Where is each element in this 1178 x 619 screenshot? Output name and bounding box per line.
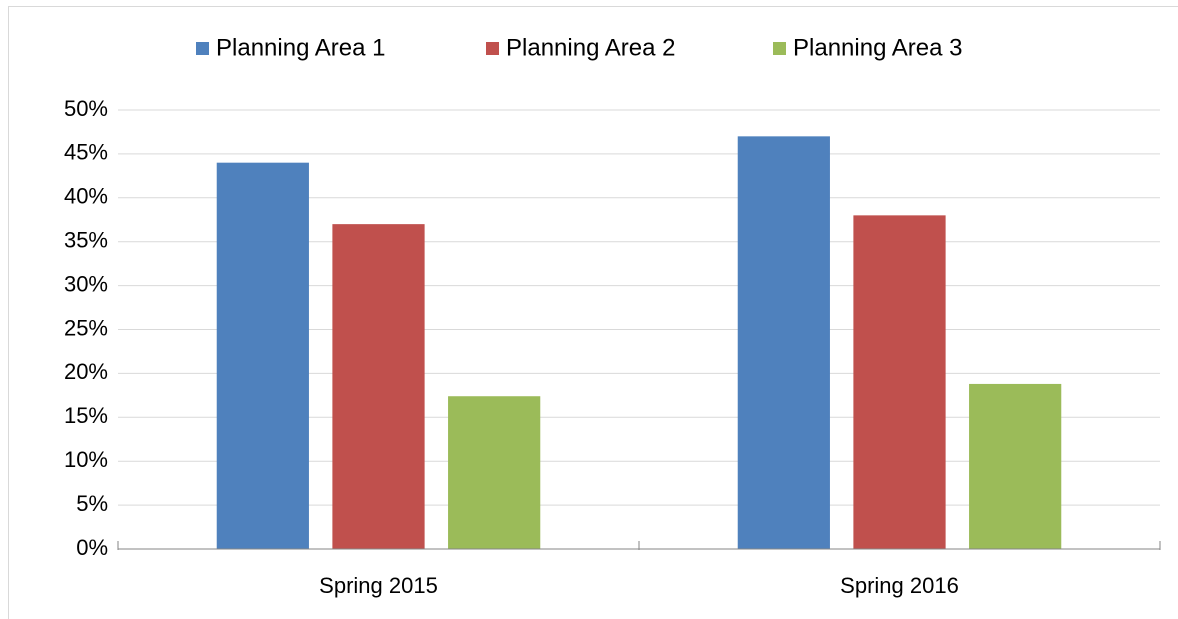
legend-swatch	[196, 42, 209, 55]
y-tick-label: 10%	[64, 447, 108, 472]
y-tick-label: 20%	[64, 359, 108, 384]
bar	[853, 215, 946, 550]
y-tick-label: 0%	[76, 535, 108, 560]
y-tick-label: 40%	[64, 184, 108, 209]
bar	[737, 136, 830, 549]
legend-swatch	[773, 42, 786, 55]
bar	[332, 224, 425, 549]
y-tick-label: 35%	[64, 228, 108, 253]
bar	[216, 162, 309, 549]
bar	[448, 396, 541, 549]
y-tick-label: 15%	[64, 403, 108, 428]
x-tick-label: Spring 2015	[319, 573, 438, 598]
legend-swatch	[486, 42, 499, 55]
x-tick-label: Spring 2016	[840, 573, 959, 598]
legend-label: Planning Area 3	[793, 34, 962, 61]
y-tick-label: 45%	[64, 140, 108, 165]
bar	[969, 383, 1062, 549]
y-tick-label: 50%	[64, 96, 108, 121]
y-tick-label: 25%	[64, 315, 108, 340]
y-tick-label: 5%	[76, 491, 108, 516]
legend-label: Planning Area 2	[506, 34, 675, 61]
y-tick-label: 30%	[64, 271, 108, 296]
legend-label: Planning Area 1	[216, 34, 385, 61]
chart-frame	[8, 6, 1178, 619]
